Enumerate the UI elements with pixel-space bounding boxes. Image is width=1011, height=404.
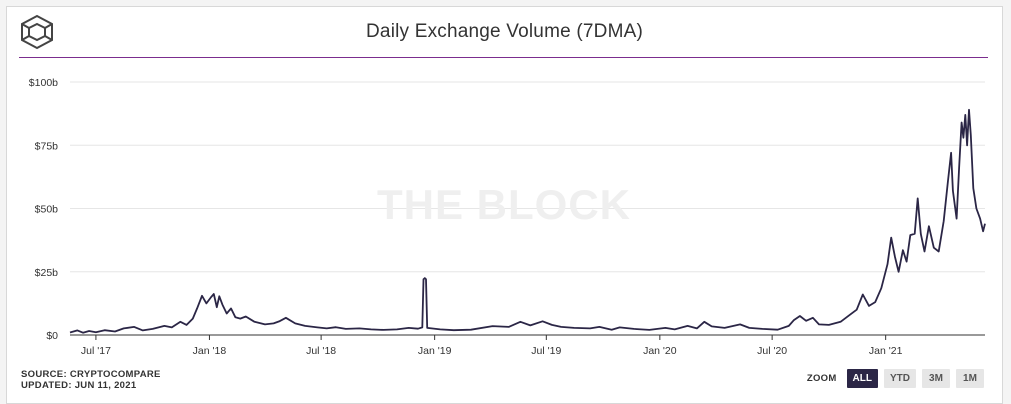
the-block-cube-logo — [21, 14, 53, 50]
watermark: THE BLOCK — [377, 181, 631, 228]
zoom-ytd-button[interactable]: YTD — [884, 369, 916, 388]
x-tick-label: Jan '21 — [869, 345, 903, 357]
zoom-controls: ZOOM ALL YTD 3M 1M — [807, 369, 984, 388]
x-tick-label: Jul '20 — [757, 345, 787, 357]
x-tick-label: Jan '20 — [643, 345, 677, 357]
x-tick-label: Jan '19 — [418, 345, 452, 357]
chart-card: Daily Exchange Volume (7DMA) THE BLOCK $… — [6, 6, 1003, 404]
zoom-1m-button[interactable]: 1M — [956, 369, 984, 388]
line-chart: THE BLOCK $0 $25b $50b $75b $100b Jul '17 Jan … — [29, 77, 986, 357]
y-tick-label: $75b — [35, 140, 59, 152]
x-tick-label: Jan '18 — [193, 345, 227, 357]
y-tick-label: $50b — [35, 204, 59, 216]
source-text: SOURCE: CRYPTOCOMPARE — [21, 369, 161, 380]
x-tick-label: Jul '18 — [306, 345, 336, 357]
zoom-3m-button[interactable]: 3M — [922, 369, 950, 388]
x-tick-label: Jul '17 — [81, 345, 111, 357]
source-footer: SOURCE: CRYPTOCOMPARE UPDATED: JUN 11, 2… — [21, 369, 161, 391]
zoom-all-button[interactable]: ALL — [846, 369, 878, 388]
y-tick-label: $0 — [46, 330, 58, 342]
y-tick-label: $25b — [35, 267, 59, 279]
zoom-label: ZOOM — [806, 373, 837, 384]
chart-title: Daily Exchange Volume (7DMA) — [366, 21, 643, 42]
title-underline — [19, 57, 988, 58]
updated-text: UPDATED: JUN 11, 2021 — [21, 380, 137, 391]
volume-series-line — [69, 108, 986, 334]
x-tick-label: Jul '19 — [531, 345, 561, 357]
y-tick-label: $100b — [29, 77, 58, 89]
